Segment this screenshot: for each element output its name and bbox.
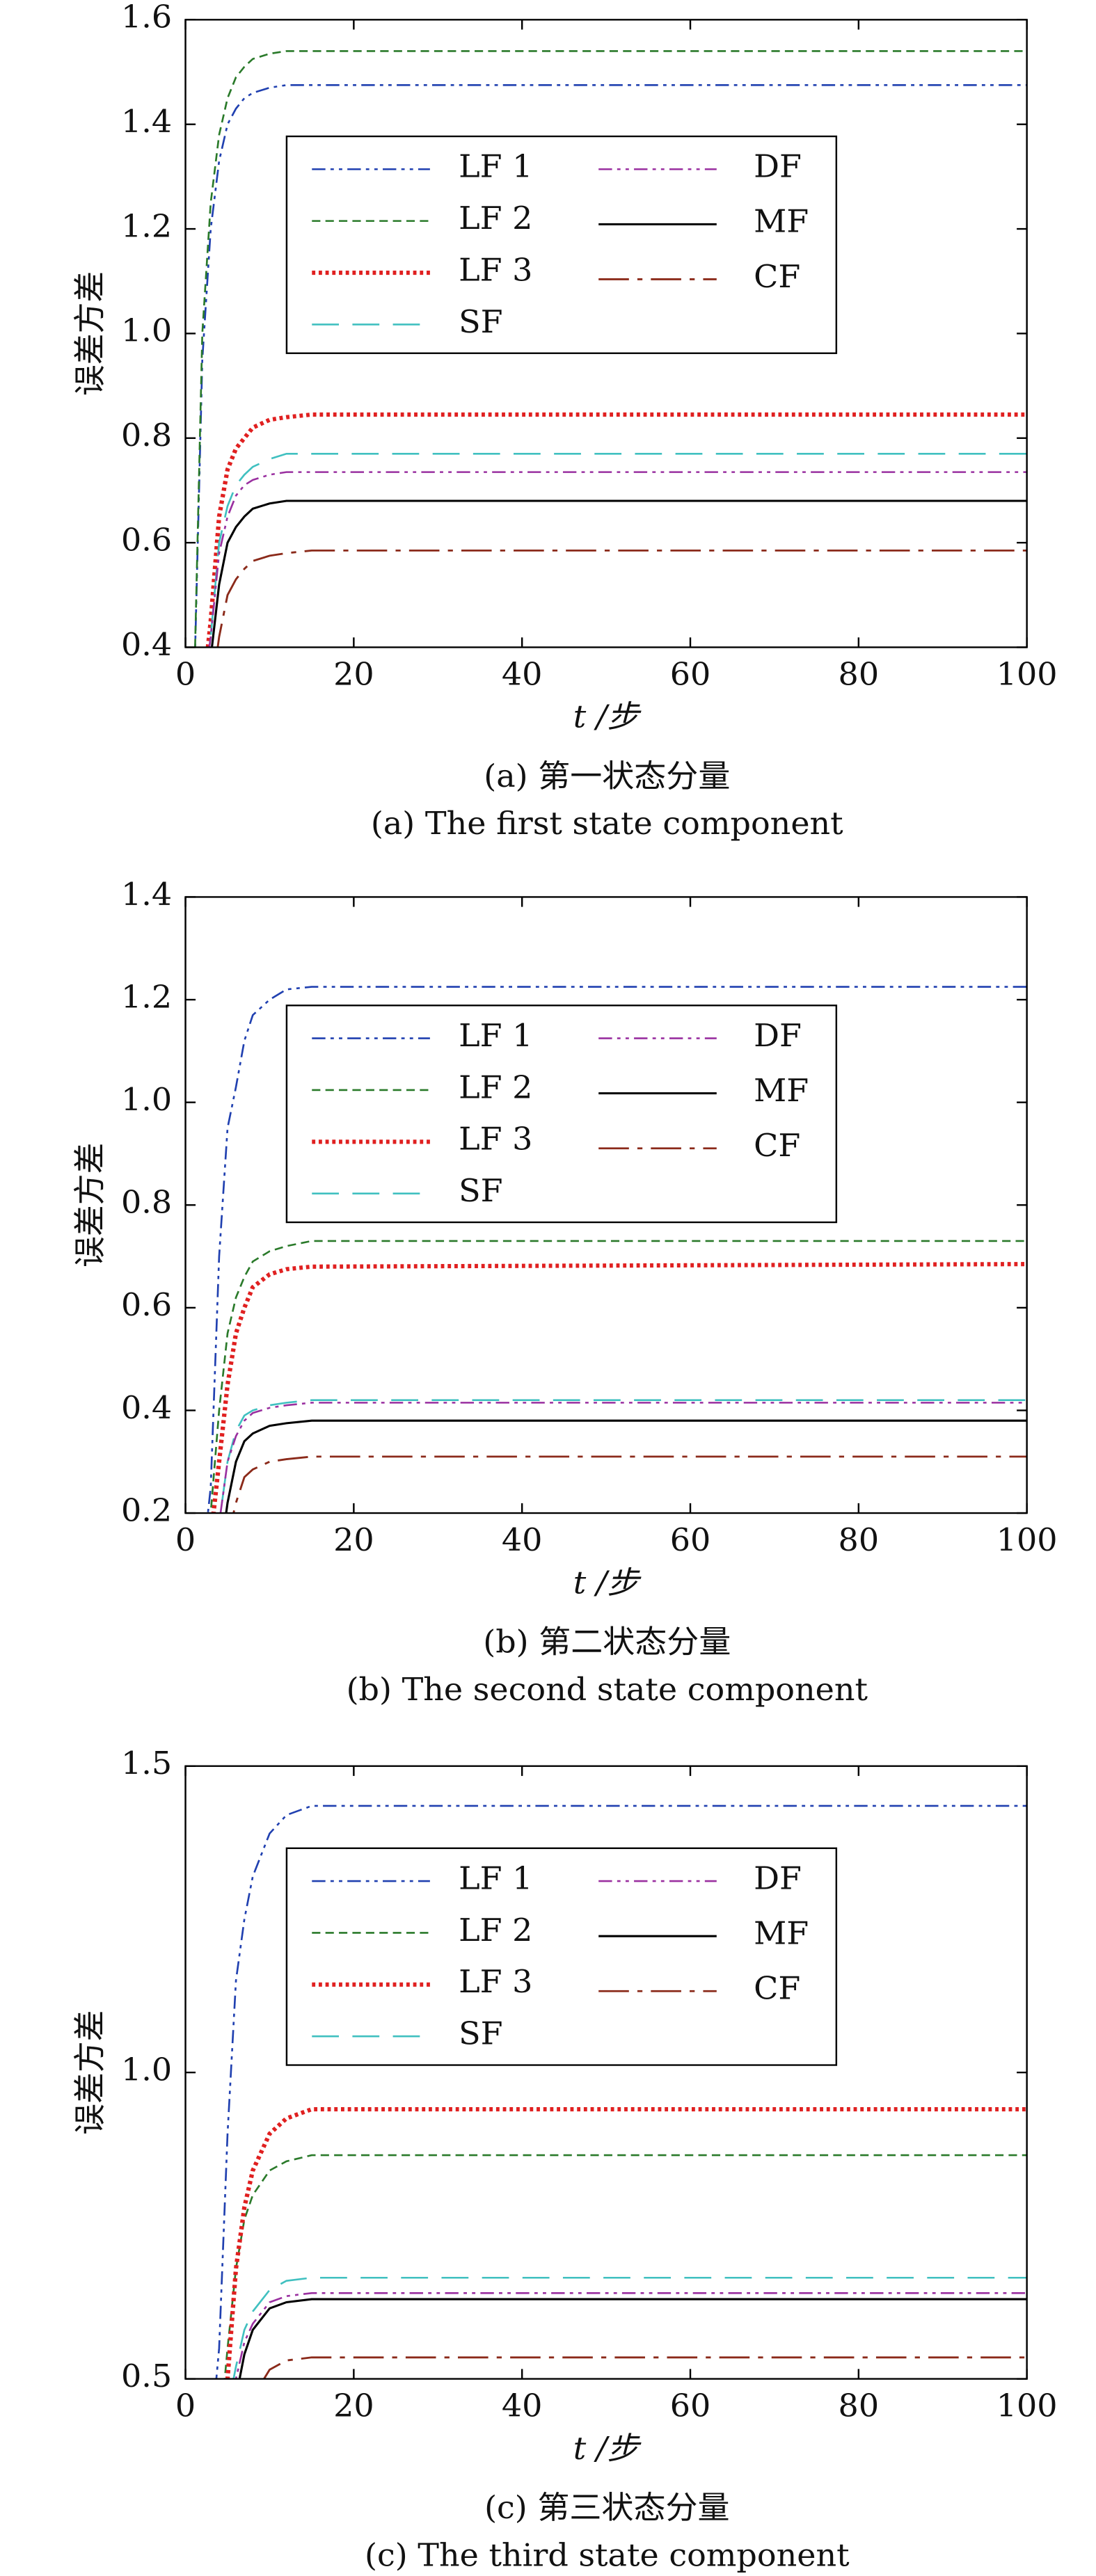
x-tick-label: 40 [502,1521,543,1558]
y-tick-label: 1.0 [121,2051,172,2088]
caption-en: (b) The second state component [347,1671,868,1707]
x-tick-label: 40 [502,2387,543,2424]
legend-label: DF [754,148,802,184]
legend-label: SF [459,2015,502,2051]
x-axis-label: t /步 [573,2430,642,2466]
legend-label: LF 3 [459,1121,532,1157]
y-tick-label: 1.0 [121,1082,172,1118]
x-tick-label: 80 [839,656,880,692]
legend: LF 1 LF 2 LF 3 SF DF MF CF [285,135,838,354]
y-tick-label: 0.4 [121,626,172,662]
x-tick-label: 20 [333,656,374,692]
y-tick-label: 0.6 [121,522,172,558]
series-line [225,1419,1027,1514]
x-tick-label: 20 [333,2387,374,2424]
series-line [219,1399,1027,1514]
x-axis-label: t /步 [573,1565,642,1601]
series-line [207,986,1027,1514]
series-line [223,2154,1027,2379]
series-line [208,453,1027,648]
legend: LF 1 LF 2 LF 3 SF DF MF CF [285,1005,838,1224]
series-line [232,2276,1027,2379]
legend-label: DF [754,1017,802,1053]
x-tick-label: 20 [333,1521,374,1558]
legend-label: DF [754,1860,802,1896]
caption-cn: (b) 第二状态分量 [483,1624,731,1660]
y-tick-label: 0.4 [121,1389,172,1425]
legend-label: SF [459,1173,502,1209]
y-tick-label: 0.8 [121,1184,172,1220]
x-tick-label: 60 [670,2387,711,2424]
caption-cn: (c) 第三状态分量 [484,2489,729,2525]
series-line [209,1240,1027,1514]
legend-label: MF [754,203,809,239]
x-tick-label: 0 [175,1521,196,1558]
series-line [235,2291,1027,2379]
series-line [211,1262,1027,1514]
series-line [205,412,1027,648]
legend-box [285,1005,838,1224]
series-line [232,1455,1027,1514]
y-tick-label: 1.5 [121,1745,172,1782]
y-axis-label: 误差方差 [71,271,109,396]
x-tick-label: 80 [839,2387,880,2424]
legend-label: CF [754,1970,800,2006]
y-tick-label: 0.8 [121,417,172,454]
y-tick-label: 1.6 [121,0,172,35]
y-tick-label: 0.5 [121,2358,172,2394]
y-tick-label: 1.2 [121,208,172,244]
legend-label: MF [754,1915,809,1951]
x-tick-label: 100 [996,1521,1058,1558]
x-tick-label: 100 [996,656,1058,692]
legend-label: LF 1 [459,1017,532,1053]
y-tick-label: 1.0 [121,312,172,349]
y-tick-label: 0.6 [121,1287,172,1323]
legend-box [285,1847,838,2066]
legend-label: LF 3 [459,252,532,288]
x-tick-label: 40 [502,656,543,692]
x-tick-label: 0 [175,2387,196,2424]
chart: 0.2 0.4 0.6 0.8 1.0 1.2 1.4 0 20 40 60 80 100 t /步 误差方… [71,876,1057,1707]
legend-label: LF 1 [459,1860,532,1896]
chart: 0.5 1.0 1.5 0 20 40 60 80 100 t /步 误差方差 (c) 第三状态分量 (… [71,1745,1057,2574]
legend-label: SF [459,303,502,339]
series-line [194,84,1027,648]
caption-cn: (a) 第一状态分量 [484,758,730,794]
y-tick-label: 1.2 [121,979,172,1015]
legend-box [285,135,838,354]
x-tick-label: 100 [996,2387,1058,2424]
legend-label: LF 3 [459,1964,532,2000]
legend-label: LF 2 [459,200,532,237]
series-line [215,1805,1027,2379]
legend-label: LF 2 [459,1912,532,1948]
x-tick-label: 0 [175,656,196,692]
series-line [225,2106,1027,2379]
y-axis-label: 误差方差 [71,1143,109,1267]
legend: LF 1 LF 2 LF 3 SF DF MF CF [285,1847,838,2066]
series-line [238,2298,1027,2379]
legend-label: LF 2 [459,1069,532,1105]
legend-label: CF [754,258,800,294]
series-line [262,2356,1027,2379]
series-line [194,50,1027,648]
chart: 0.4 0.6 0.8 1.0 1.2 1.4 1.6 0 20 40 60 80 100 t /步 误差方… [71,0,1057,842]
x-tick-label: 60 [670,656,711,692]
x-tick-label: 80 [839,1521,880,1558]
legend-label: MF [754,1073,809,1109]
caption-en: (c) The third state component [365,2537,850,2573]
y-tick-label: 0.2 [121,1492,172,1528]
legend-label: CF [754,1128,800,1164]
series-line [219,1402,1027,1514]
x-axis-label: t /步 [573,698,642,735]
y-tick-label: 1.4 [121,104,172,140]
x-tick-label: 60 [670,1521,711,1558]
legend-label: LF 1 [459,148,532,184]
series-line [210,499,1027,648]
y-tick-label: 1.4 [121,876,172,912]
y-axis-label: 误差方差 [71,2010,109,2134]
caption-en: (a) The first state component [371,806,843,842]
